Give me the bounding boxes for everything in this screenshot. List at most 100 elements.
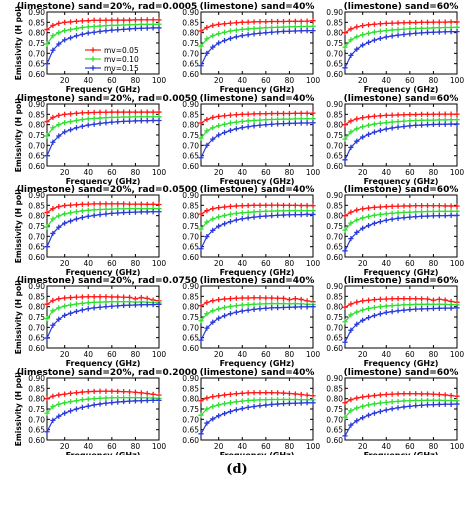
y-tick-label: 0.75 bbox=[28, 131, 45, 140]
x-tick-label: 40 bbox=[237, 442, 247, 451]
data-point bbox=[50, 417, 56, 423]
y-tick-label: 0.85 bbox=[28, 292, 45, 301]
data-point bbox=[109, 114, 115, 121]
data-point bbox=[62, 400, 68, 406]
data-point bbox=[121, 17, 127, 23]
y-tick-label: 0.65 bbox=[182, 426, 199, 435]
data-point bbox=[67, 210, 74, 216]
data-point bbox=[263, 117, 269, 123]
data-point bbox=[430, 305, 437, 312]
data-point bbox=[298, 18, 304, 24]
data-point bbox=[245, 404, 251, 410]
data-point bbox=[204, 395, 210, 401]
subplot-4: (limestone) sand=20%, rad=0.00500.600.65… bbox=[14, 94, 197, 186]
x-tick-label: 40 bbox=[237, 168, 247, 177]
x-tick-label: 60 bbox=[107, 442, 117, 451]
data-point bbox=[257, 208, 263, 215]
data-point bbox=[109, 399, 115, 406]
data-point bbox=[67, 294, 74, 301]
data-point bbox=[50, 297, 56, 304]
data-point bbox=[103, 206, 109, 212]
x-tick-label: 80 bbox=[429, 350, 439, 359]
data-point bbox=[251, 111, 257, 117]
data-point bbox=[310, 18, 316, 24]
data-point bbox=[204, 299, 210, 306]
data-point bbox=[121, 294, 127, 300]
data-point bbox=[263, 301, 269, 307]
subplot-title: (limestone) sand=60% bbox=[344, 276, 459, 286]
data-point bbox=[138, 25, 144, 31]
data-point bbox=[204, 116, 210, 123]
data-point bbox=[204, 128, 210, 134]
y-tick-label: 0.80 bbox=[28, 303, 45, 312]
y-tick-label: 0.65 bbox=[28, 426, 45, 435]
data-point bbox=[126, 294, 133, 300]
data-point bbox=[210, 136, 216, 142]
data-point bbox=[138, 390, 144, 396]
data-point bbox=[210, 227, 216, 233]
y-tick-label: 0.60 bbox=[326, 162, 343, 171]
data-point bbox=[371, 37, 378, 43]
data-point bbox=[44, 301, 50, 307]
x-tick-label: 20 bbox=[358, 442, 368, 451]
x-tick-label: 100 bbox=[450, 168, 465, 177]
data-point bbox=[383, 120, 389, 126]
data-point bbox=[413, 30, 419, 36]
data-point bbox=[91, 17, 97, 23]
data-point bbox=[73, 301, 80, 307]
x-tick-label: 80 bbox=[285, 259, 295, 268]
data-point bbox=[292, 116, 298, 122]
data-point bbox=[419, 306, 425, 312]
data-point bbox=[348, 220, 354, 226]
data-point bbox=[221, 21, 228, 27]
data-point bbox=[221, 212, 228, 219]
series-line-2 bbox=[344, 303, 458, 323]
data-point bbox=[454, 401, 460, 407]
y-tick-label: 0.85 bbox=[326, 201, 343, 210]
data-point bbox=[132, 17, 139, 23]
data-point bbox=[144, 209, 150, 215]
data-point bbox=[109, 303, 115, 309]
subplot-title: (limestone) sand=20%, rad=0.0050 bbox=[17, 94, 198, 104]
data-point bbox=[401, 118, 407, 124]
data-point bbox=[233, 119, 239, 125]
data-point bbox=[257, 301, 263, 307]
data-point bbox=[150, 201, 156, 207]
y-tick-label: 0.75 bbox=[28, 405, 45, 414]
data-point bbox=[85, 389, 91, 395]
series-line-3 bbox=[46, 27, 159, 64]
y-tick-label: 0.80 bbox=[326, 212, 343, 221]
data-point bbox=[365, 131, 372, 137]
data-point bbox=[389, 203, 395, 209]
data-point bbox=[121, 22, 127, 28]
data-point bbox=[286, 18, 293, 24]
series-line-3 bbox=[200, 213, 313, 249]
data-point bbox=[371, 401, 378, 407]
data-point bbox=[44, 41, 50, 47]
x-axis-label: Frequency (GHz) bbox=[220, 268, 295, 277]
data-point bbox=[269, 396, 275, 403]
data-point bbox=[269, 18, 275, 25]
data-point bbox=[395, 112, 401, 118]
data-point bbox=[304, 18, 310, 24]
data-point bbox=[216, 123, 222, 129]
data-point bbox=[79, 404, 85, 410]
data-point bbox=[448, 111, 454, 117]
data-point bbox=[227, 120, 234, 126]
data-point bbox=[97, 304, 103, 310]
data-point bbox=[269, 300, 275, 307]
data-point bbox=[257, 403, 263, 409]
data-point bbox=[310, 203, 316, 209]
data-point bbox=[269, 116, 275, 123]
x-tick-label: 20 bbox=[358, 350, 368, 359]
data-point bbox=[115, 388, 121, 395]
data-point bbox=[310, 28, 316, 34]
data-point bbox=[430, 208, 437, 215]
y-tick-label: 0.65 bbox=[182, 60, 199, 69]
data-point bbox=[97, 395, 103, 401]
data-point bbox=[115, 201, 121, 207]
data-point bbox=[407, 306, 413, 313]
subplot-12: (limestone) sand=60% 0.600.65 0.700.750.80… bbox=[326, 276, 464, 368]
data-point bbox=[251, 295, 257, 301]
data-point bbox=[115, 399, 121, 405]
